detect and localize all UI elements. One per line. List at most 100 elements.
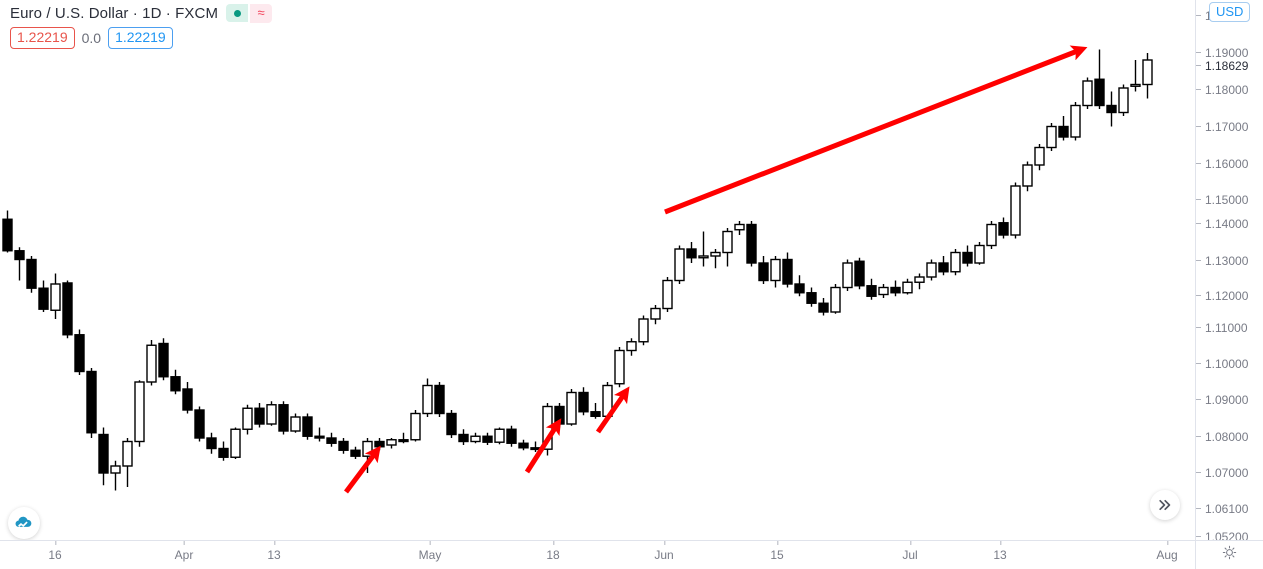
- candlestick: [38, 280, 49, 312]
- candlestick: [794, 275, 805, 297]
- gear-icon[interactable]: [1222, 545, 1237, 565]
- candlestick: [650, 305, 661, 325]
- time-axis[interactable]: 16 Apr 13 May 18 Jun 15 Jul 13 Aug: [0, 540, 1263, 569]
- candlestick: [722, 228, 733, 267]
- time-tick: 16: [48, 541, 62, 569]
- candlestick: [2, 210, 13, 253]
- tradingview-cloud-logo-icon[interactable]: [8, 507, 40, 539]
- time-tick: Jun: [654, 541, 674, 569]
- candlestick: [926, 259, 937, 281]
- axis-corner: [1195, 541, 1263, 569]
- candlestick: [1070, 102, 1081, 141]
- candlestick: [470, 432, 481, 444]
- price-axis[interactable]: USD 1.200001.190001.186291.180001.170001…: [1195, 0, 1263, 544]
- candle-body-up: [134, 381, 145, 443]
- green-dot-icon[interactable]: [226, 4, 249, 22]
- logo-glyph: [15, 516, 32, 527]
- swing-low-arrow-2[interactable]: [524, 418, 562, 474]
- candle-body-up: [494, 428, 505, 443]
- candle-body-down: [854, 260, 865, 287]
- time-tick-label: 13: [993, 548, 1007, 562]
- drawing-annotations-layer[interactable]: [0, 0, 1196, 541]
- candle-body-up: [710, 251, 721, 257]
- candle-body-up: [1046, 125, 1057, 149]
- candle-body-up: [1142, 59, 1153, 86]
- candlestick: [1118, 84, 1129, 116]
- uptrend-arrow[interactable]: [664, 45, 1088, 215]
- candle-body-up: [986, 223, 997, 247]
- swing-low-arrow-3[interactable]: [595, 386, 630, 434]
- candle-body-down: [794, 283, 805, 294]
- price-tick: 1.18000: [1196, 83, 1263, 97]
- candlestick: [506, 425, 517, 447]
- candle-body-up: [950, 251, 961, 273]
- double-chevron-right-icon[interactable]: [1150, 490, 1180, 520]
- candlestick: [446, 410, 457, 438]
- currency-badge[interactable]: USD: [1209, 2, 1251, 22]
- candlestick: [866, 278, 877, 300]
- candlestick: [74, 329, 85, 375]
- candle-body-down: [818, 302, 829, 313]
- tick-mark: [1196, 52, 1201, 53]
- candlestick: [1142, 53, 1153, 99]
- tick-mark: [54, 541, 56, 545]
- candlestick: [698, 231, 709, 267]
- candlestick: [566, 389, 577, 426]
- candle-body-down: [746, 223, 757, 264]
- candlestick: [1082, 77, 1093, 109]
- tick-label: 1.09000: [1205, 393, 1249, 407]
- candle-body-up: [1010, 185, 1021, 236]
- candlestick: [614, 347, 625, 388]
- candlestick: [422, 378, 433, 417]
- tick-mark: [1196, 199, 1201, 200]
- candle-body-down: [434, 384, 445, 415]
- candle-body-up: [614, 349, 625, 385]
- legend-title-row: Euro / U.S. Dollar · 1D · FXCM ≈: [10, 2, 273, 24]
- candle-body-down: [938, 262, 949, 273]
- price-tick: 1.13000: [1196, 254, 1263, 268]
- time-tick: Jul: [902, 541, 918, 569]
- candle-body-down: [278, 404, 289, 432]
- time-tick: Apr: [174, 541, 194, 569]
- candle-body-down: [446, 412, 457, 436]
- swing-low-arrow-1[interactable]: [344, 445, 381, 494]
- price-tick: 1.16000: [1196, 157, 1263, 171]
- candle-body-down: [890, 286, 901, 294]
- open-value: 1.22219: [10, 27, 75, 49]
- symbol-title[interactable]: Euro / U.S. Dollar · 1D · FXCM: [10, 4, 219, 22]
- candle-body-down: [338, 440, 349, 451]
- candle-body-down: [86, 370, 97, 434]
- current-price-label: 1.18629: [1196, 59, 1263, 73]
- candle-body-down: [806, 292, 817, 304]
- candle-body-down: [578, 391, 589, 413]
- chart-pane[interactable]: [0, 0, 1196, 541]
- tick-mark: [184, 541, 185, 545]
- candle-body-down: [14, 250, 25, 261]
- candle-body-up: [638, 318, 649, 343]
- tick-label: 1.11000: [1205, 321, 1248, 335]
- approx-icon[interactable]: ≈: [250, 3, 273, 23]
- candlestick: [410, 410, 421, 442]
- tick-label: 1.06100: [1205, 502, 1249, 516]
- price-tick: 1.12000: [1196, 289, 1263, 303]
- candlestick: [242, 404, 253, 435]
- tick-mark: [1196, 327, 1201, 328]
- candlestick: [674, 245, 685, 284]
- candlestick: [494, 427, 505, 445]
- candlestick: [458, 429, 469, 445]
- legend-badges: ≈: [226, 3, 273, 23]
- candlestick: [854, 257, 865, 290]
- candle-body-down: [998, 222, 1009, 236]
- candlestick: [86, 368, 97, 438]
- candle-body-up: [410, 412, 421, 441]
- candle-body-down: [458, 433, 469, 443]
- candle-body-down: [38, 287, 49, 310]
- candlestick: [206, 432, 217, 454]
- time-tick-label: Apr: [174, 548, 194, 562]
- candle-body-down: [350, 449, 361, 457]
- market-open-dot: [233, 9, 241, 17]
- candle-body-up: [878, 286, 889, 296]
- gear-glyph: [1222, 545, 1237, 560]
- candlestick: [254, 403, 265, 428]
- candlestick: [98, 427, 109, 486]
